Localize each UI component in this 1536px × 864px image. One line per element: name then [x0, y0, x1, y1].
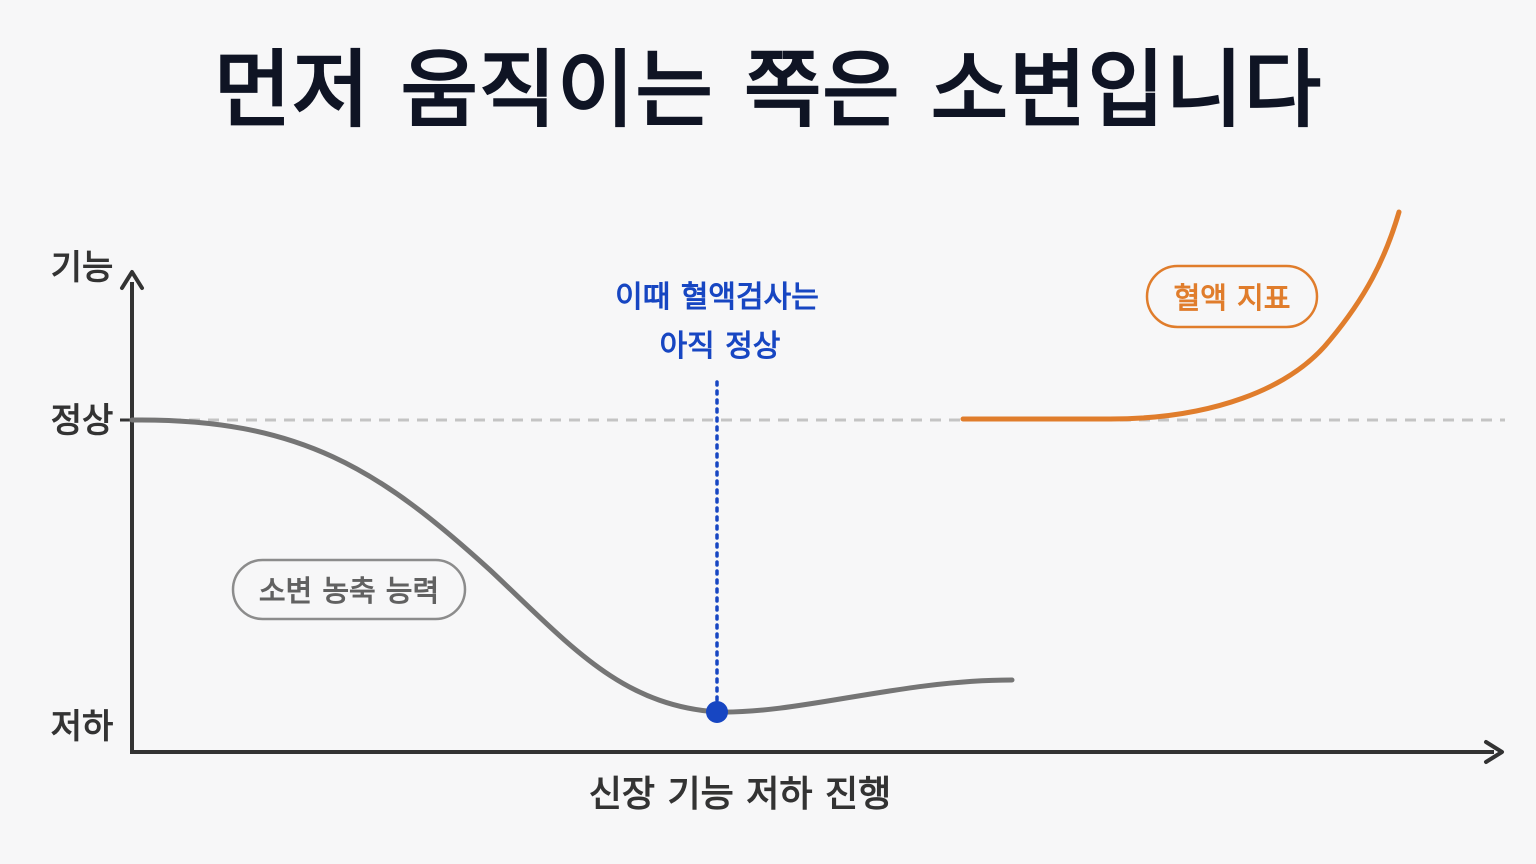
urine-label-pill — [231, 558, 467, 621]
blood-label: 혈액 지표 — [1174, 281, 1291, 315]
urine-concentration-curve — [129, 417, 1015, 715]
x-axis-arrowhead — [1484, 740, 1504, 764]
y-axis-arrowhead — [120, 270, 144, 290]
annotation-point-marker — [706, 701, 728, 723]
y-axis-label: 기능 — [51, 248, 114, 288]
annotation-line-2: 아직 정상 — [660, 329, 781, 364]
page-title: 먼저 움직이는 쪽은 소변입니다 — [213, 41, 1323, 139]
blood-label-pill — [1145, 264, 1319, 329]
y-tick-low-label: 저하 — [51, 707, 114, 747]
x-axis-label: 신장 기능 저하 진행 — [589, 774, 892, 815]
blood-marker-curve — [960, 209, 1402, 422]
urine-label: 소변 농축 능력 — [259, 574, 439, 608]
y-tick-normal-label: 정상 — [51, 401, 114, 441]
annotation-line-1: 이때 혈액검사는 — [615, 280, 819, 315]
